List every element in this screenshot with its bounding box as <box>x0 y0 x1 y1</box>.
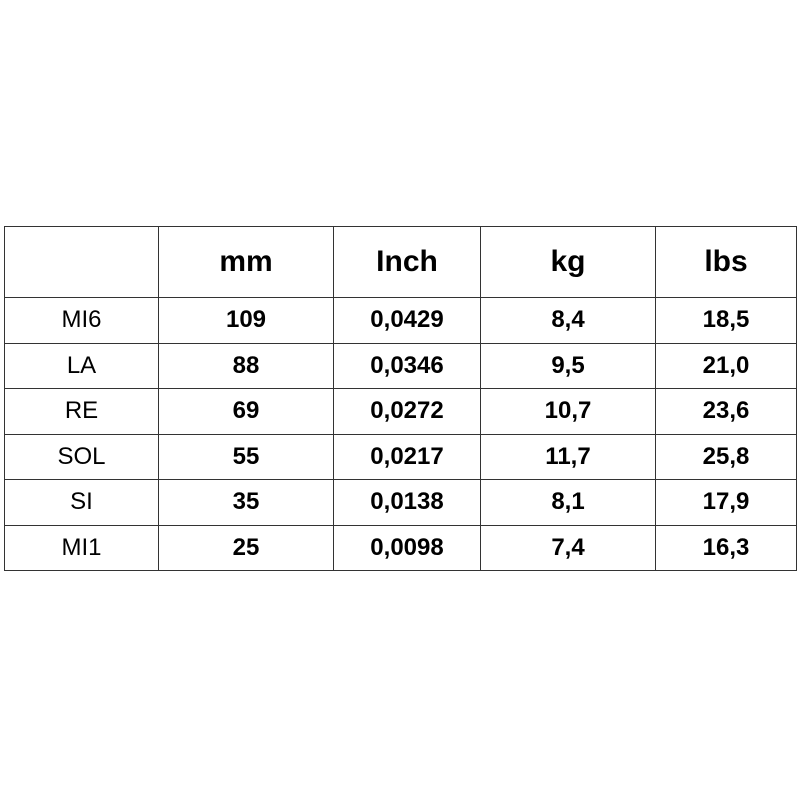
value-cell: 21,0 <box>655 342 797 389</box>
value-cell: 0,0429 <box>333 297 481 344</box>
value-cell: 7,4 <box>480 524 656 571</box>
header-cell: Inch <box>333 226 481 298</box>
value-cell: 10,7 <box>480 388 656 435</box>
value-cell: 0,0138 <box>333 479 481 526</box>
value-cell: 0,0217 <box>333 433 481 480</box>
header-cell: kg <box>480 226 656 298</box>
row-label: MI6 <box>4 297 159 344</box>
table-row: MI6 109 0,0429 8,4 18,5 <box>4 297 797 344</box>
value-cell: 88 <box>158 342 334 389</box>
value-cell: 0,0272 <box>333 388 481 435</box>
value-cell: 109 <box>158 297 334 344</box>
value-cell: 35 <box>158 479 334 526</box>
table-row: RE 69 0,0272 10,7 23,6 <box>4 388 797 435</box>
value-cell: 9,5 <box>480 342 656 389</box>
value-cell: 23,6 <box>655 388 797 435</box>
table-body: MI6 109 0,0429 8,4 18,5 LA 88 0,0346 9,5 21,0 RE 69… <box>4 297 797 571</box>
table-row: MI1 25 0,0098 7,4 16,3 <box>4 524 797 571</box>
value-cell: 8,4 <box>480 297 656 344</box>
value-cell: 16,3 <box>655 524 797 571</box>
row-label: RE <box>4 388 159 435</box>
value-cell: 0,0346 <box>333 342 481 389</box>
table-head: mm Inch kg lbs <box>4 226 797 298</box>
value-cell: 25 <box>158 524 334 571</box>
row-label: LA <box>4 342 159 389</box>
empty-header-cell <box>4 226 159 298</box>
value-cell: 69 <box>158 388 334 435</box>
value-cell: 8,1 <box>480 479 656 526</box>
value-cell: 25,8 <box>655 433 797 480</box>
header-row: mm Inch kg lbs <box>4 226 797 298</box>
value-cell: 17,9 <box>655 479 797 526</box>
row-label: SI <box>4 479 159 526</box>
value-cell: 11,7 <box>480 433 656 480</box>
data-table: mm Inch kg lbs MI6 109 0,0429 8,4 18,5 LA 88 0,034… <box>4 226 797 571</box>
value-cell: 18,5 <box>655 297 797 344</box>
table-row: SI 35 0,0138 8,1 17,9 <box>4 479 797 526</box>
header-cell: lbs <box>655 226 797 298</box>
row-label: MI1 <box>4 524 159 571</box>
value-cell: 55 <box>158 433 334 480</box>
table-row: LA 88 0,0346 9,5 21,0 <box>4 342 797 389</box>
header-cell: mm <box>158 226 334 298</box>
value-cell: 0,0098 <box>333 524 481 571</box>
row-label: SOL <box>4 433 159 480</box>
table-row: SOL 55 0,0217 11,7 25,8 <box>4 433 797 480</box>
